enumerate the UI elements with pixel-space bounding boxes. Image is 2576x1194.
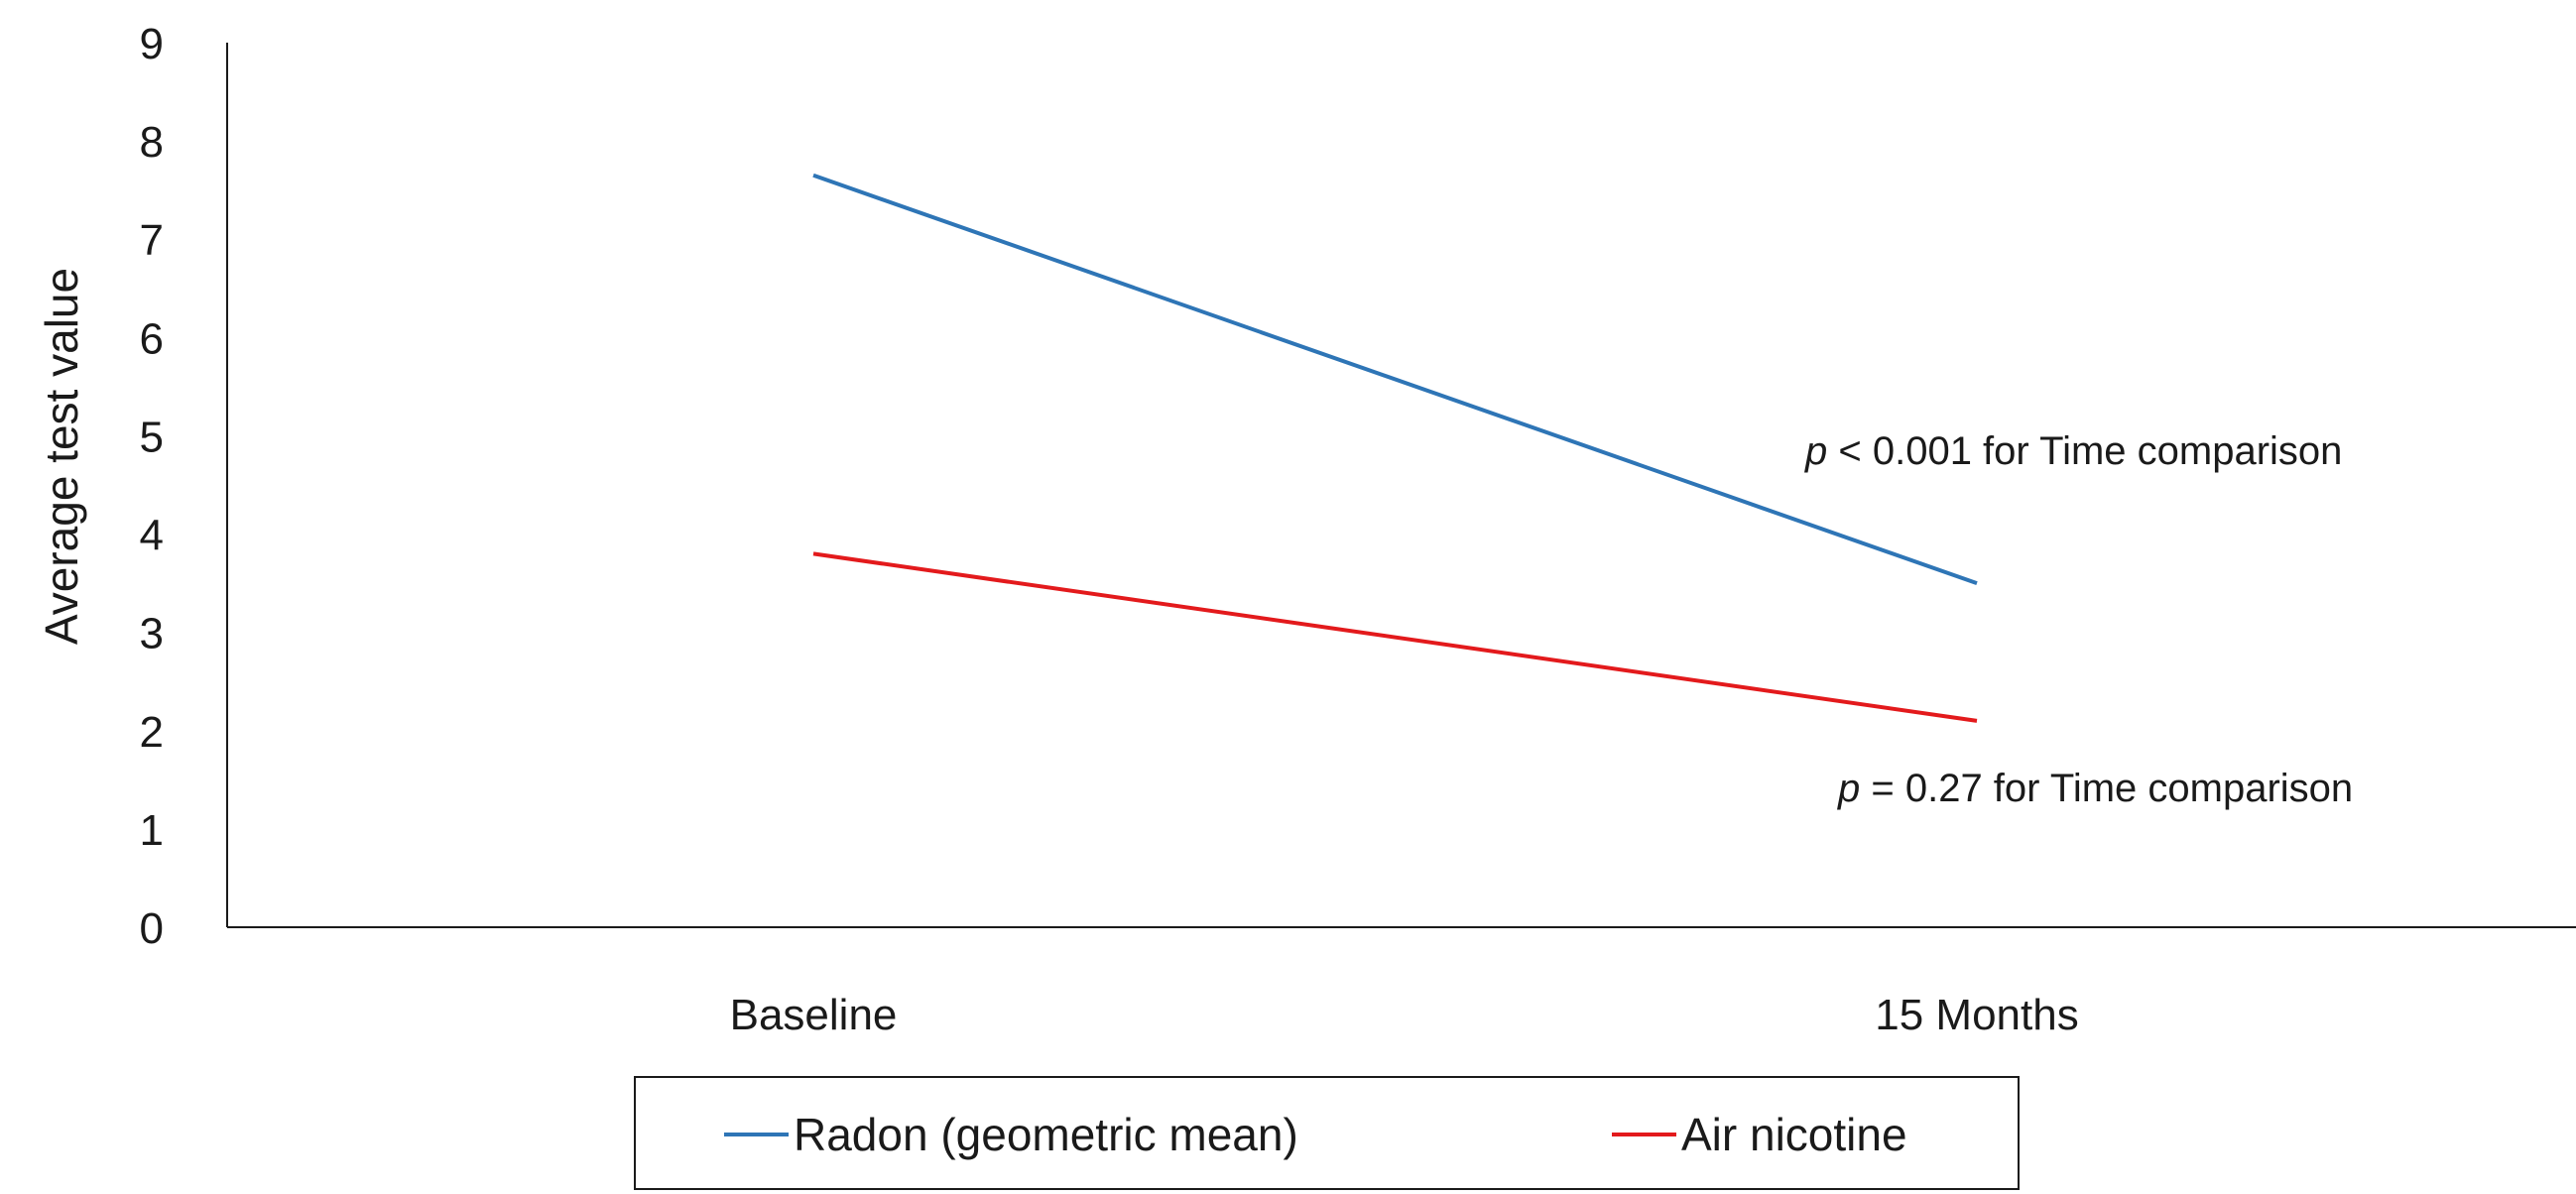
legend: Radon (geometric mean) Air nicotine (634, 1076, 2020, 1190)
x-tick-label: Baseline (730, 991, 898, 1039)
x-tick-label: 15 Months (1875, 991, 2078, 1039)
y-tick-label: 3 (140, 610, 164, 658)
legend-label-radon: Radon (geometric mean) (794, 1109, 1298, 1160)
y-tick-label: 4 (140, 512, 164, 560)
y-tick-label: 2 (140, 708, 164, 757)
y-axis-title: Average test value (36, 268, 87, 645)
series-line-radon-geometric-mean (812, 173, 1978, 585)
y-axis-ticks: 0 1 2 3 4 5 6 7 8 9 (140, 20, 164, 953)
y-tick-label: 7 (140, 216, 164, 265)
y-tick-label: 1 (140, 806, 164, 855)
legend-box (634, 1076, 2020, 1190)
series-lines (812, 173, 1978, 723)
series-line-air-nicotine (812, 551, 1978, 723)
annotation-nicotine-text: = 0.27 for Time comparison (1860, 767, 2353, 810)
y-tick-label: 8 (140, 118, 164, 167)
y-tick-label: 0 (140, 904, 164, 953)
annotation-nicotine-p: p (1837, 767, 1860, 810)
x-axis-ticks: Baseline 15 Months (730, 991, 2079, 1039)
annotation-radon: p < 0.001 for Time comparison (1804, 429, 2342, 473)
y-tick-label: 6 (140, 314, 164, 363)
annotation-nicotine: p = 0.27 for Time comparison (1837, 767, 2353, 810)
annotation-radon-p: p (1804, 429, 1827, 473)
annotation-radon-text: < 0.001 for Time comparison (1827, 429, 2342, 473)
y-tick-label: 9 (140, 20, 164, 68)
y-tick-label: 5 (140, 413, 164, 461)
legend-label-air-nicotine: Air nicotine (1681, 1109, 1907, 1160)
